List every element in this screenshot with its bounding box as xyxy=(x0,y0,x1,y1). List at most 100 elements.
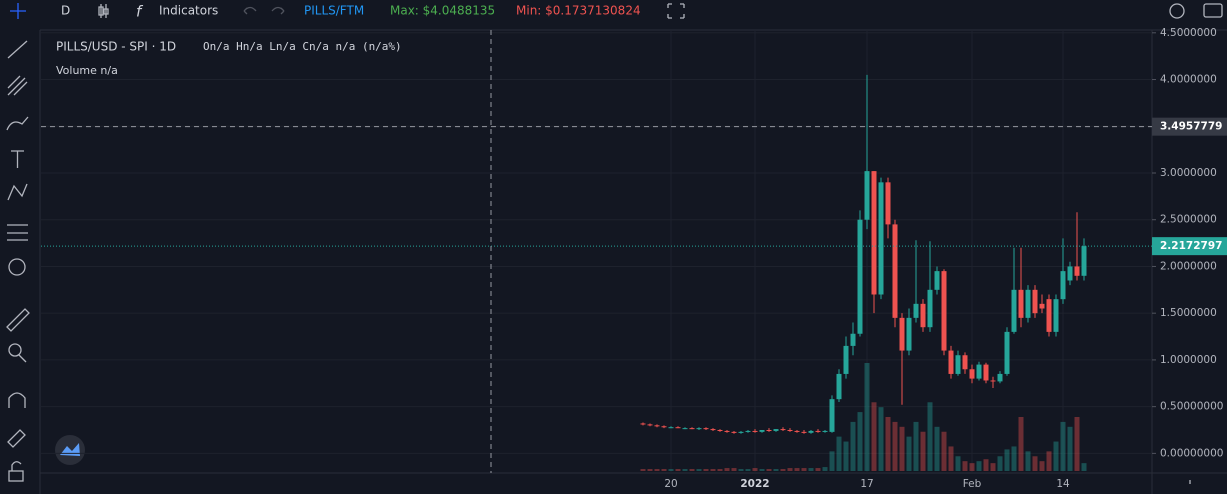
volume-bar xyxy=(934,426,940,471)
candle-body xyxy=(1081,246,1087,276)
candle-body xyxy=(682,428,688,430)
candle-body xyxy=(689,428,695,430)
volume-bar xyxy=(948,446,954,471)
candle-body xyxy=(941,271,947,351)
candle-body xyxy=(857,219,863,334)
candle-body xyxy=(927,289,933,328)
x-tick-label: 2022 xyxy=(740,478,769,490)
candle-body xyxy=(780,429,786,431)
volume-bar xyxy=(913,421,919,471)
min-price: Min: $0.1737130824 xyxy=(516,4,641,18)
y-tick-label: 0.50000000 xyxy=(1160,401,1223,413)
candle-body xyxy=(787,430,793,432)
volume-bar xyxy=(647,469,653,471)
volume-bar xyxy=(864,363,870,471)
snapshot[interactable] xyxy=(1203,3,1223,18)
volume-bar xyxy=(983,459,989,471)
volume-bar xyxy=(822,467,828,471)
candle-body xyxy=(752,430,758,432)
volume-bar xyxy=(696,469,702,471)
indicators-button[interactable]: Indicators xyxy=(159,4,218,18)
candle-body xyxy=(829,399,835,432)
volume-bar xyxy=(843,441,849,471)
legend-ohlc: On/a Hn/a Ln/a Cn/a n/a (n/a%) xyxy=(203,40,402,53)
settings[interactable] xyxy=(1169,3,1185,19)
candle-body xyxy=(843,345,849,374)
chart-type-icon[interactable] xyxy=(98,4,109,18)
candle-body xyxy=(1039,303,1045,309)
y-tick-label: 4.0000000 xyxy=(1160,74,1217,86)
candle-body xyxy=(717,430,723,432)
candle-body xyxy=(920,303,926,328)
volume-bar xyxy=(1032,456,1038,471)
volume-bar xyxy=(1039,461,1045,471)
candle-body xyxy=(1053,299,1059,332)
candle-body xyxy=(731,431,737,433)
redo[interactable] xyxy=(271,6,285,15)
y-tick-label: 1.0000000 xyxy=(1160,354,1217,366)
volume-bar xyxy=(1018,417,1024,471)
candle-body xyxy=(1025,289,1031,318)
volume-bar xyxy=(1053,441,1059,471)
candle-body xyxy=(668,427,674,429)
candle-body xyxy=(969,369,975,379)
volume-bar xyxy=(675,469,681,471)
volume-bar xyxy=(766,469,772,471)
volume-bar xyxy=(976,461,982,471)
candle-body xyxy=(934,271,940,290)
drawing-tools[interactable] xyxy=(6,3,30,482)
candle-body xyxy=(1018,289,1024,318)
volume-bar xyxy=(815,468,821,471)
candle-body xyxy=(1060,271,1066,300)
volume-bar xyxy=(850,421,856,471)
candle-body xyxy=(997,373,1003,382)
volume-bar xyxy=(787,468,793,471)
fx-icon[interactable]: f xyxy=(136,3,144,21)
last-price-tag xyxy=(1152,237,1227,256)
fullscreen[interactable] xyxy=(667,3,685,19)
candle-body xyxy=(1046,299,1052,332)
volume-bar xyxy=(1081,463,1087,471)
max-price: Max: $4.0488135 xyxy=(390,4,495,18)
candle-body xyxy=(703,428,709,430)
y-tick-label: 1.5000000 xyxy=(1160,307,1217,319)
y-tick-label: 3.0000000 xyxy=(1160,167,1217,179)
candle-body xyxy=(955,355,961,374)
volume-bar xyxy=(885,417,891,471)
candle-body xyxy=(724,430,730,432)
candle-body xyxy=(808,430,814,433)
candle-body xyxy=(822,430,828,432)
x-tick-label: 14 xyxy=(1056,478,1070,490)
last-price-label: 2.2172797 xyxy=(1160,240,1222,252)
volume-bar xyxy=(955,456,961,471)
interval[interactable]: D xyxy=(61,4,70,18)
candle-body xyxy=(1011,289,1017,332)
y-tick-label: 4.5000000 xyxy=(1160,27,1217,39)
volume-bar xyxy=(661,469,667,471)
y-tick-label: 0.00000000 xyxy=(1160,447,1223,459)
volume-bar xyxy=(1067,426,1073,471)
candle-body xyxy=(815,430,821,432)
volume-bar xyxy=(997,456,1003,471)
legend-symbol: PILLS/USD - SPI · 1D xyxy=(56,40,176,54)
volume-bar xyxy=(927,402,933,471)
volume-bar xyxy=(962,461,968,471)
volume-bar xyxy=(1004,449,1010,471)
volume-bar xyxy=(689,469,695,471)
x-tick-label: 20 xyxy=(664,478,677,490)
candle-body xyxy=(885,182,891,225)
undo[interactable] xyxy=(243,6,257,15)
volume-bar xyxy=(836,436,842,471)
pair[interactable]: PILLS/FTM xyxy=(304,4,364,18)
candle-body xyxy=(1074,266,1080,276)
volume-bar xyxy=(654,469,660,471)
volume-bar xyxy=(794,468,800,471)
volume-bar xyxy=(773,469,779,471)
legend-volume: Volume n/a xyxy=(56,64,118,77)
candle-body xyxy=(913,303,919,318)
volume-bar xyxy=(871,402,877,471)
volume-bar xyxy=(780,469,786,471)
candle-body xyxy=(864,171,870,220)
volume-bar xyxy=(731,468,737,471)
